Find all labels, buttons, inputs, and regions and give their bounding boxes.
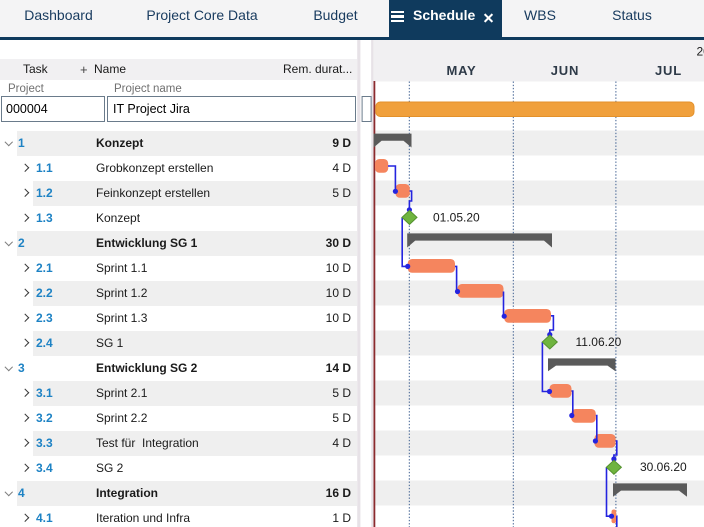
svg-text:MAY: MAY bbox=[446, 63, 476, 78]
svg-text:11.06.20: 11.06.20 bbox=[576, 335, 622, 349]
svg-text:JUL: JUL bbox=[655, 63, 682, 78]
svg-text:JUN: JUN bbox=[551, 63, 579, 78]
svg-text:2020: 2020 bbox=[697, 45, 704, 59]
svg-text:30.06.20: 30.06.20 bbox=[640, 460, 687, 474]
svg-text:01.05.20: 01.05.20 bbox=[433, 211, 480, 225]
